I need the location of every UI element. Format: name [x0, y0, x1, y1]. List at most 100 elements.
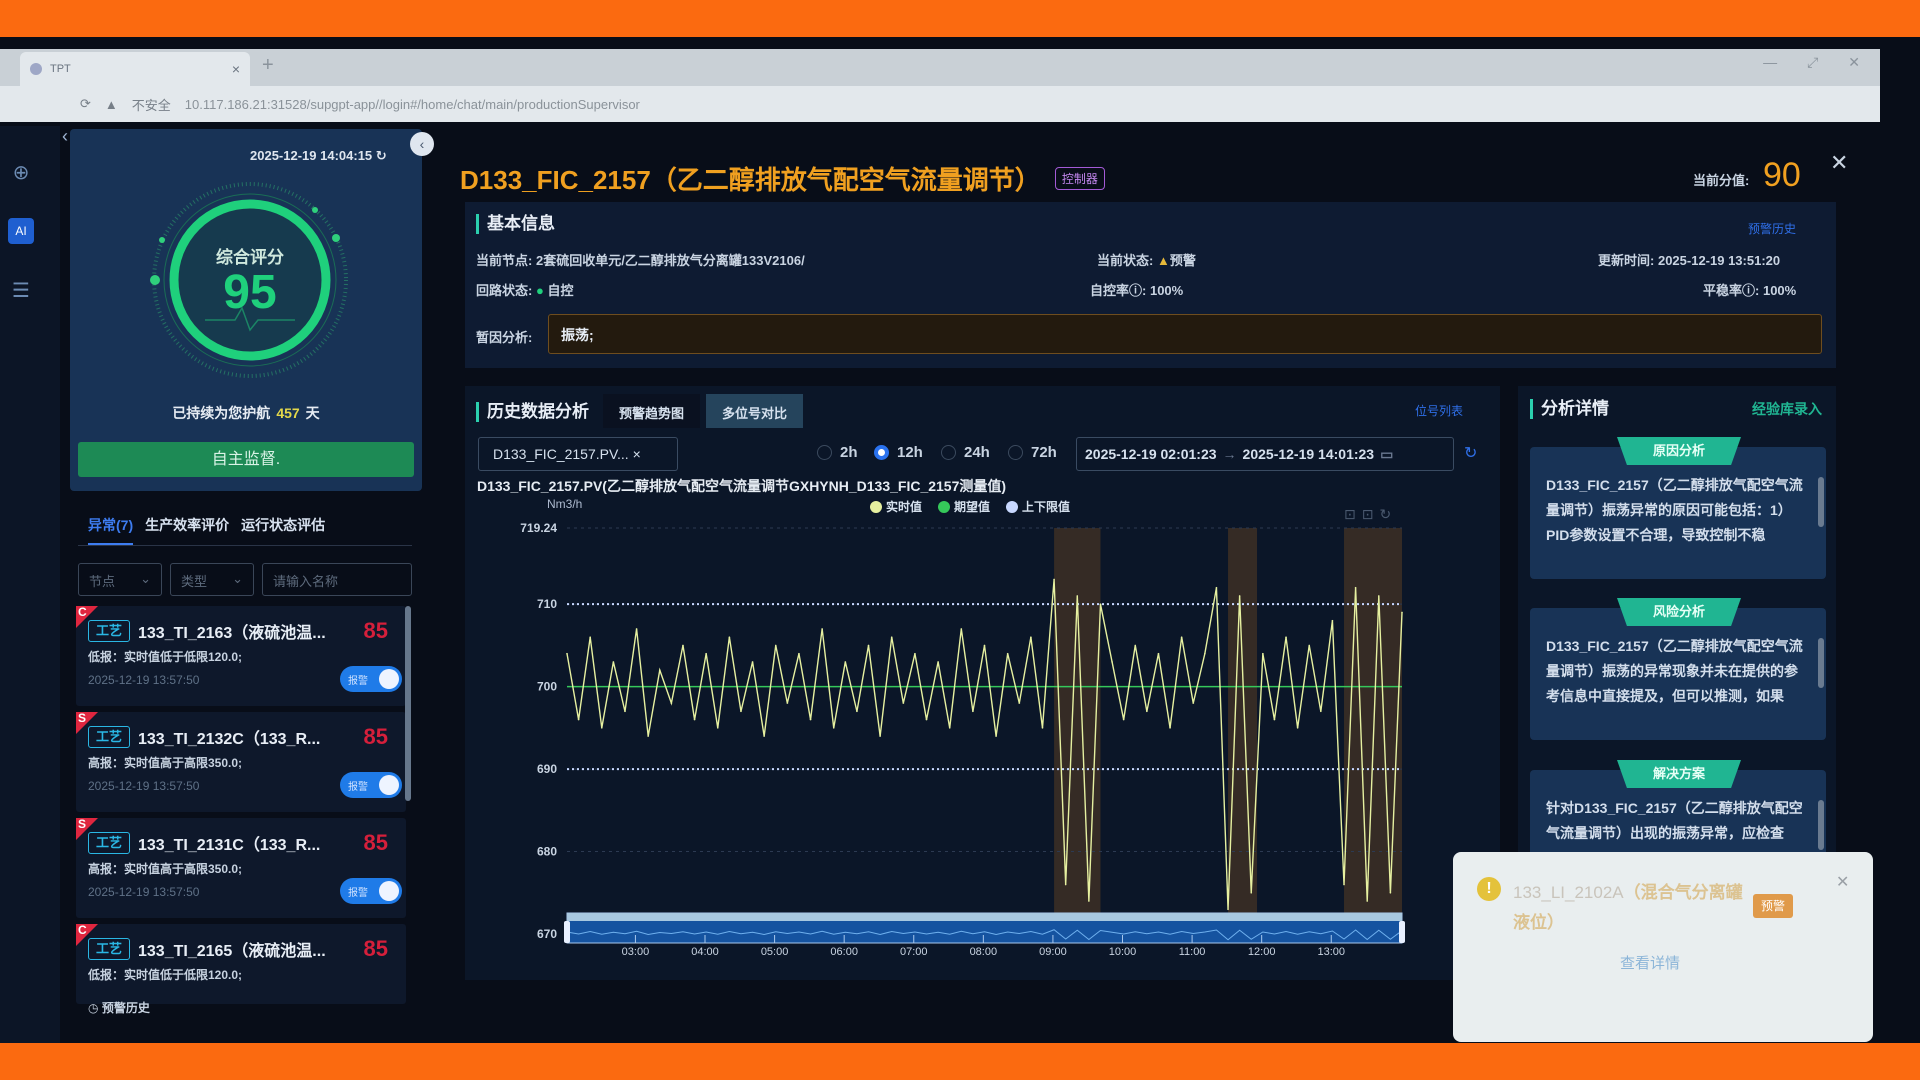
data-point	[1331, 619, 1334, 622]
range-2h[interactable]: 2h	[817, 444, 858, 461]
range-label: 72h	[1031, 444, 1057, 461]
address-bar[interactable]: ⟳ ▲ 不安全 10.117.186.21:31528/supgpt-app//log…	[0, 86, 1880, 122]
tag-chip[interactable]: D133_FIC_2157.PV... ×	[478, 437, 678, 471]
arrow-right-icon: →	[1222, 446, 1237, 462]
type-select-label: 类型	[181, 574, 208, 589]
add-icon[interactable]: ⊕	[12, 162, 30, 184]
data-point	[670, 702, 673, 704]
level-badge	[76, 712, 98, 734]
tab-title: TPT	[50, 63, 71, 75]
slider-left-handle[interactable]	[564, 921, 570, 943]
alarm-toggle[interactable]: 报警	[340, 666, 402, 692]
view-details-link[interactable]: 查看详情	[1620, 955, 1681, 972]
date-range-picker[interactable]: 2025-12-19 02:01:23 → 2025-12-19 14:01:23 ▭	[1076, 437, 1454, 471]
range-72h[interactable]: 72h	[1008, 444, 1057, 461]
range-12h[interactable]: 12h	[874, 444, 923, 461]
range-start: 2025-12-19 02:01:23	[1085, 446, 1217, 462]
reload-icon[interactable]: ⟳	[80, 96, 91, 111]
tab-status[interactable]: 运行状态评估	[241, 517, 326, 533]
tab-anomaly[interactable]: 异常(7)	[88, 515, 134, 545]
type-select[interactable]: 类型 ⌄	[170, 563, 254, 596]
node-select[interactable]: 节点 ⌄	[78, 563, 162, 596]
tag-list-link[interactable]: 位号列表	[1415, 404, 1464, 418]
legend-limits[interactable]: 上下限值	[1006, 498, 1070, 515]
close-icon[interactable]: ✕	[1830, 150, 1849, 175]
slider-handle-bar[interactable]	[567, 913, 1402, 921]
y-tick-label: 670	[537, 927, 557, 941]
node-select-label: 节点	[89, 574, 116, 589]
refresh-chart-icon[interactable]: ↻	[1464, 445, 1478, 462]
history-panel	[465, 386, 1500, 980]
alarm-score: 85	[363, 618, 388, 643]
category-tag: 工艺	[88, 726, 130, 748]
ai-icon[interactable]: AI	[8, 218, 34, 244]
data-point	[635, 628, 638, 630]
minimize-icon[interactable]: —	[1763, 54, 1778, 70]
zoom-reset-icon[interactable]: ⊡	[1361, 506, 1380, 522]
warning-history-link-top[interactable]: 预警历史	[1748, 222, 1797, 236]
legend-actual[interactable]: 实时值	[870, 498, 922, 515]
data-point	[1320, 710, 1322, 713]
collapse-button[interactable]: ‹	[410, 132, 434, 156]
alarm-list-scrollbar[interactable]	[405, 606, 411, 801]
warning-history-link[interactable]: ◷ 预警历史	[88, 1001, 150, 1015]
data-point	[1146, 710, 1148, 713]
analysis-heading: 分析详情	[1530, 399, 1609, 419]
zoom-icon[interactable]: ⊡	[1344, 506, 1362, 522]
data-point	[1180, 636, 1183, 638]
toast-tag-name: （混合气分离罐液位）	[1513, 883, 1743, 932]
page-title: D133_FIC_2157（乙二醇排放气配空气流量调节）	[460, 165, 1041, 195]
analysis-scrollbar[interactable]	[1818, 800, 1824, 850]
analysis-scrollbar[interactable]	[1818, 638, 1824, 688]
legend-expected[interactable]: 期望值	[938, 498, 990, 515]
toggle-label: 报警	[348, 676, 368, 687]
bell-icon: ▲	[1156, 253, 1170, 268]
score-value: 95	[223, 266, 277, 319]
alarm-card[interactable]: C 工艺 133_TI_2163（液硫池温... 85 低报：实时值低于低限12…	[76, 605, 406, 706]
alarm-card[interactable]: C 工艺 133_TI_2165（液硫池温... 85 低报：实时值低于低限12…	[76, 923, 406, 1004]
new-tab-button[interactable]: +	[262, 54, 274, 76]
data-point	[1285, 636, 1287, 638]
close-tab-icon[interactable]: ×	[231, 61, 240, 77]
data-point	[1030, 636, 1032, 638]
alarm-card[interactable]: S 工艺 133_TI_2132C（133_R... 85 高报：实时值高于高限…	[76, 711, 406, 812]
legend-label: 上下限值	[1022, 500, 1071, 514]
refresh-icon[interactable]: ↻	[375, 148, 387, 163]
auto-rate-label: 自控率ⓘ:	[1090, 283, 1147, 298]
data-point	[960, 628, 963, 630]
browser-tab[interactable]: TPT ×	[20, 52, 250, 86]
auto-rate-value: 100%	[1149, 283, 1184, 298]
maximize-icon[interactable]: ⤢	[1807, 54, 1819, 70]
url-text[interactable]: 10.117.186.21:31528/supgpt-app//login#/h…	[184, 96, 640, 112]
range-24h[interactable]: 24h	[941, 444, 990, 461]
level-letter: S	[78, 711, 87, 725]
guard-days-count: 457	[276, 405, 300, 421]
experience-entry-link[interactable]: 经验库录入	[1752, 401, 1822, 417]
tab-efficiency[interactable]: 生产效率评价	[145, 517, 230, 533]
alarm-toggle[interactable]: 报警	[340, 772, 402, 798]
data-point	[1215, 586, 1218, 589]
alarm-toggle[interactable]: 报警	[340, 878, 402, 904]
range-label: 12h	[897, 444, 923, 461]
data-point	[647, 735, 649, 737]
tab-warning-trend[interactable]: 预警趋势图	[603, 394, 701, 428]
range-end: 2025-12-19 14:01:23	[1242, 446, 1375, 462]
remove-tag-icon[interactable]: ×	[632, 446, 641, 462]
slider-right-handle[interactable]	[1399, 921, 1405, 943]
radio-icon	[1008, 445, 1023, 460]
toast-close-icon[interactable]: ✕	[1836, 874, 1850, 891]
chart-toolbox[interactable]: ⊡⊡↻	[1344, 506, 1397, 523]
data-point	[705, 652, 707, 655]
alarm-card[interactable]: S 工艺 133_TI_2131C（133_R... 85 高报：实时值高于高限…	[76, 817, 406, 918]
level-letter: C	[78, 923, 87, 937]
tab-multi-compare[interactable]: 多位号对比	[706, 394, 804, 428]
self-supervise-button[interactable]: 自主监督.	[78, 442, 414, 477]
name-search-input[interactable]: 请输入名称	[262, 563, 412, 596]
close-window-icon[interactable]: ✕	[1848, 54, 1860, 70]
current-score-value: 90	[1763, 156, 1801, 194]
restore-icon[interactable]: ↻	[1379, 506, 1398, 522]
list-icon[interactable]: ☰	[12, 280, 30, 302]
data-point	[948, 727, 951, 729]
back-icon[interactable]: ‹	[62, 126, 68, 146]
analysis-scrollbar[interactable]	[1818, 477, 1824, 527]
